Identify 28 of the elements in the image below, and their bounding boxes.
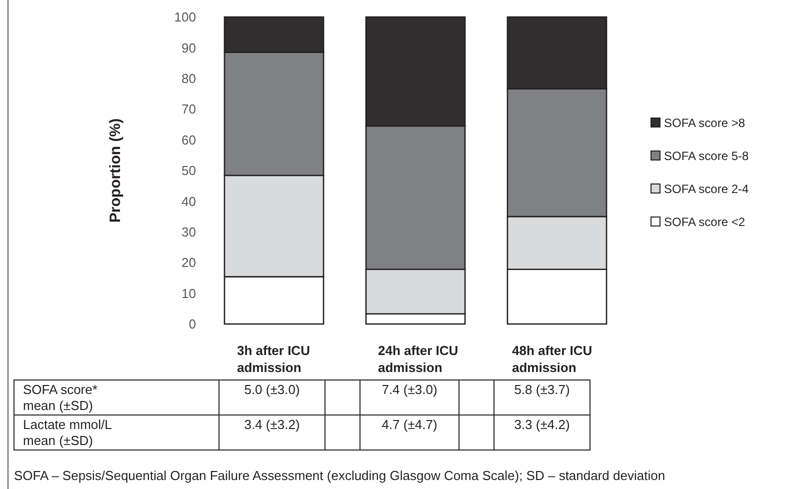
text: 5.0 (±3.0): [244, 382, 300, 397]
y-tick-label: 80: [182, 70, 196, 86]
text: 5.8 (±3.7): [514, 382, 570, 397]
y-tick-label: 90: [182, 40, 196, 56]
y-axis-title: Proportion (%): [107, 118, 124, 223]
legend-label: SOFA score >8: [664, 116, 746, 130]
text: 4.7 (±4.7): [382, 417, 438, 432]
text: 3.3 (±4.2): [514, 417, 570, 432]
y-tick-label: 0: [188, 316, 196, 332]
y-tick-label: 10: [182, 286, 196, 301]
y-tick-label: 40: [182, 194, 196, 209]
legend-label: SOFA score <2: [664, 215, 746, 230]
text: SOFA – Sepsis/Sequential Organ Failure Assessment (excluding Glasgow Coma Scale); SD – standard deviation: [14, 468, 666, 483]
y-tick-label: 70: [182, 102, 196, 117]
y-tick-label: 60: [182, 132, 196, 148]
text: 3.4 (±3.2): [244, 417, 300, 432]
x-tick-label: 24h after ICU admission: [378, 343, 458, 375]
y-tick-label: 100: [174, 10, 196, 25]
y-tick-label: 30: [182, 224, 196, 240]
text: 7.4 (±3.0): [382, 382, 438, 397]
x-tick-label: 3h after ICU admission: [237, 343, 310, 375]
legend-label: SOFA score 5-8: [664, 149, 750, 164]
text: SOFA score* mean (±SD): [23, 382, 98, 413]
x-tick-label: 48h after ICU admission: [512, 343, 592, 375]
y-tick-label: 50: [182, 163, 196, 178]
text: Lactate mmol/L mean (±SD): [23, 417, 112, 448]
legend-label: SOFA score 2-4: [664, 182, 750, 196]
y-tick-label: 20: [182, 255, 196, 270]
